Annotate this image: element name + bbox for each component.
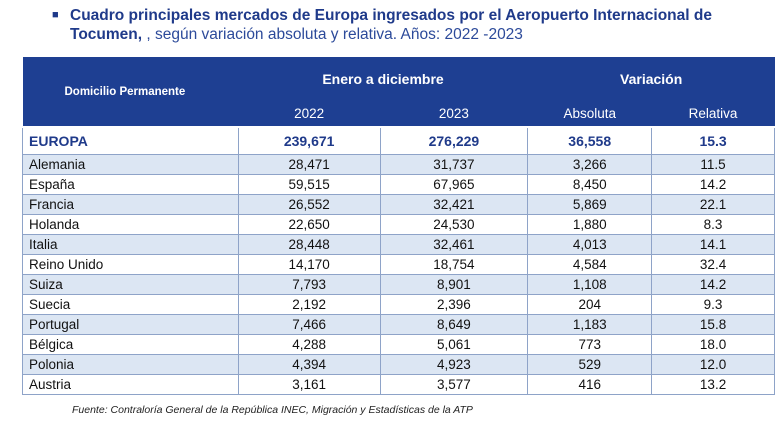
cell-name: Italia <box>22 234 239 255</box>
cell-2022: 14,170 <box>237 254 381 275</box>
cell-relativa: 14.1 <box>651 234 775 255</box>
cell-absoluta: 8,450 <box>527 174 653 195</box>
cell-name: Bélgica <box>22 334 239 355</box>
cell-relativa: 22.1 <box>651 194 775 215</box>
cell-absoluta: 773 <box>527 334 653 355</box>
cell-2023: 67,965 <box>379 174 529 195</box>
cell-2023: 18,754 <box>379 254 529 275</box>
table-row: España 59,515 67,965 8,450 14.2 <box>22 174 775 195</box>
cell-relativa: 11.5 <box>651 154 775 175</box>
cell-relativa: 15.3 <box>651 126 775 155</box>
cell-2023: 31,737 <box>379 154 529 175</box>
table-row: Austria 3,161 3,577 416 13.2 <box>22 374 775 395</box>
table-row: Suecia 2,192 2,396 204 9.3 <box>22 294 775 315</box>
table-row: Portugal 7,466 8,649 1,183 15.8 <box>22 314 775 335</box>
cell-relativa: 18.0 <box>651 334 775 355</box>
cell-2022: 4,394 <box>237 354 381 375</box>
header-variacion: Variación <box>527 57 775 101</box>
table-row: Francia 26,552 32,421 5,869 22.1 <box>22 194 775 215</box>
cell-relativa: 15.8 <box>651 314 775 335</box>
header-2023: 2023 <box>380 101 528 127</box>
header-relativa: Relativa <box>651 101 775 127</box>
cell-2022: 4,288 <box>237 334 381 355</box>
table-row: Alemania 28,471 31,737 3,266 11.5 <box>22 154 775 175</box>
cell-absoluta: 4,013 <box>527 234 653 255</box>
cell-2023: 276,229 <box>379 126 529 155</box>
table-row: Bélgica 4,288 5,061 773 18.0 <box>22 334 775 355</box>
cell-2023: 32,461 <box>379 234 529 255</box>
cell-name: Portugal <box>22 314 239 335</box>
cell-2022: 28,448 <box>237 234 381 255</box>
cell-name: Suiza <box>22 274 239 295</box>
cell-2022: 26,552 <box>237 194 381 215</box>
total-row: EUROPA 239,671 276,229 36,558 15.3 <box>22 126 775 155</box>
cell-absoluta: 529 <box>527 354 653 375</box>
source-note: Fuente: Contraloría General de la Repúbl… <box>72 404 473 416</box>
cell-absoluta: 1,880 <box>527 214 653 235</box>
cell-absoluta: 4,584 <box>527 254 653 275</box>
cell-2023: 3,577 <box>379 374 529 395</box>
cell-name: Francia <box>22 194 239 215</box>
cell-2022: 239,671 <box>237 126 381 155</box>
table-row: Reino Unido 14,170 18,754 4,584 32.4 <box>22 254 775 275</box>
cell-relativa: 8.3 <box>651 214 775 235</box>
cell-absoluta: 5,869 <box>527 194 653 215</box>
cell-relativa: 13.2 <box>651 374 775 395</box>
cell-2023: 2,396 <box>379 294 529 315</box>
cell-relativa: 12.0 <box>651 354 775 375</box>
cell-absoluta: 1,108 <box>527 274 653 295</box>
cell-2023: 8,901 <box>379 274 529 295</box>
cell-2022: 3,161 <box>237 374 381 395</box>
cell-2023: 24,530 <box>379 214 529 235</box>
cell-absoluta: 204 <box>527 294 653 315</box>
table-row: Italia 28,448 32,461 4,013 14.1 <box>22 234 775 255</box>
cell-2023: 5,061 <box>379 334 529 355</box>
cell-name: Austria <box>22 374 239 395</box>
header-2022: 2022 <box>238 101 381 127</box>
cell-2023: 4,923 <box>379 354 529 375</box>
cell-name: Alemania <box>22 154 239 175</box>
cell-name: Polonia <box>22 354 239 375</box>
cell-2022: 2,192 <box>237 294 381 315</box>
table-title: ■ Cuadro principales mercados de Europa … <box>52 7 712 43</box>
cell-2023: 8,649 <box>379 314 529 335</box>
cell-2022: 7,466 <box>237 314 381 335</box>
header-absoluta: Absoluta <box>527 101 652 127</box>
table-row: Suiza 7,793 8,901 1,108 14.2 <box>22 274 775 295</box>
cell-name: EUROPA <box>22 126 239 155</box>
cell-relativa: 32.4 <box>651 254 775 275</box>
bullet-icon: ■ <box>52 9 59 21</box>
cell-absoluta: 1,183 <box>527 314 653 335</box>
cell-absoluta: 3,266 <box>527 154 653 175</box>
cell-name: Holanda <box>22 214 239 235</box>
cell-2022: 28,471 <box>237 154 381 175</box>
cell-name: España <box>22 174 239 195</box>
cell-name: Reino Unido <box>22 254 239 275</box>
cell-relativa: 9.3 <box>651 294 775 315</box>
cell-2023: 32,421 <box>379 194 529 215</box>
table-row: Polonia 4,394 4,923 529 12.0 <box>22 354 775 375</box>
cell-2022: 7,793 <box>237 274 381 295</box>
cell-relativa: 14.2 <box>651 274 775 295</box>
cell-2022: 22,650 <box>237 214 381 235</box>
cell-2022: 59,515 <box>237 174 381 195</box>
cell-name: Suecia <box>22 294 239 315</box>
table-row: Holanda 22,650 24,530 1,880 8.3 <box>22 214 775 235</box>
cell-relativa: 14.2 <box>651 174 775 195</box>
header-domicilio: Domicilio Permanente <box>22 57 239 127</box>
cell-absoluta: 36,558 <box>527 126 653 155</box>
header-enero-diciembre: Enero a diciembre <box>238 57 528 101</box>
markets-table: Domicilio Permanente Enero a diciembre V… <box>22 57 775 395</box>
cell-absoluta: 416 <box>527 374 653 395</box>
